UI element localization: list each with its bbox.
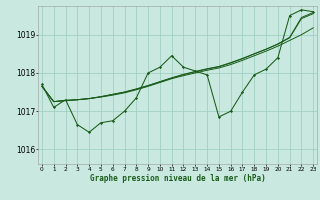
X-axis label: Graphe pression niveau de la mer (hPa): Graphe pression niveau de la mer (hPa) [90,174,266,183]
